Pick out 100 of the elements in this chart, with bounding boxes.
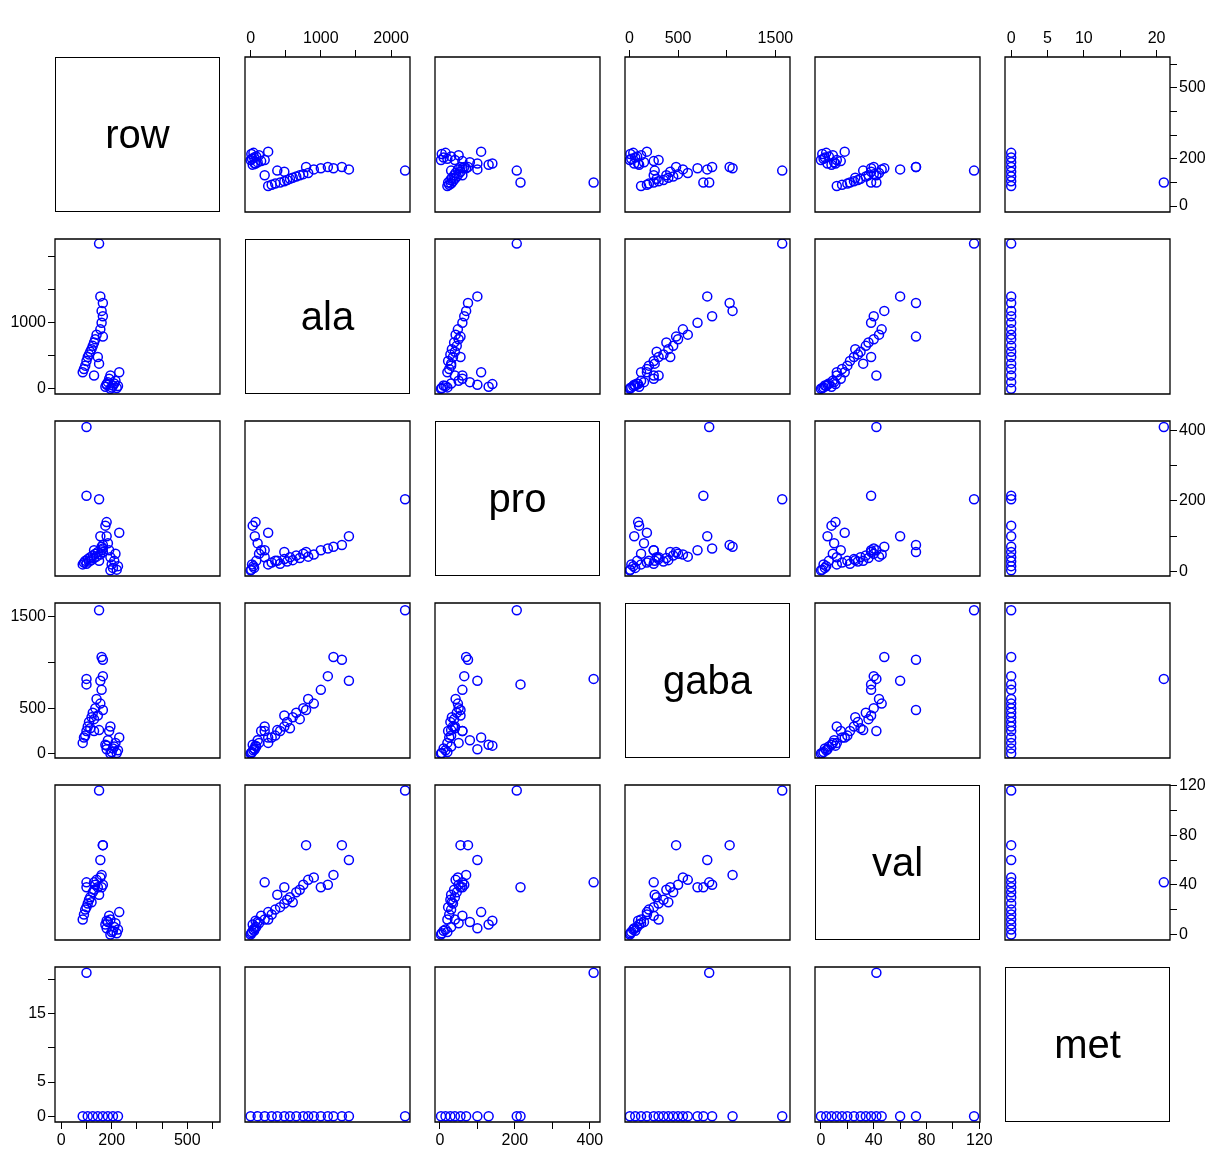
point — [1158, 177, 1170, 188]
point — [450, 329, 461, 340]
point — [1158, 877, 1170, 888]
point — [1005, 721, 1017, 732]
point — [588, 177, 599, 188]
point — [1005, 376, 1017, 388]
point — [702, 164, 713, 175]
point — [692, 545, 703, 556]
point — [105, 370, 116, 381]
point — [638, 157, 650, 168]
point — [835, 725, 846, 737]
text: gaba — [625, 603, 790, 758]
point — [706, 543, 718, 554]
y-tick-label: 40 — [1179, 875, 1197, 893]
point — [629, 530, 640, 542]
point — [1005, 334, 1017, 345]
point — [315, 684, 327, 696]
text: val — [815, 785, 980, 940]
point — [308, 872, 320, 883]
point — [279, 898, 290, 909]
point — [449, 891, 461, 903]
point — [255, 545, 267, 556]
point — [1005, 743, 1017, 754]
point — [658, 894, 669, 905]
point — [871, 177, 882, 188]
point — [894, 675, 906, 686]
point — [487, 915, 498, 927]
point — [97, 297, 109, 309]
point — [457, 373, 468, 385]
point — [483, 739, 494, 750]
point — [266, 732, 277, 743]
point — [672, 168, 684, 180]
point — [259, 721, 270, 732]
point — [487, 158, 498, 169]
point — [848, 351, 860, 363]
point — [249, 530, 261, 542]
point — [1005, 565, 1017, 576]
point — [633, 520, 645, 531]
point — [1005, 839, 1017, 851]
point — [462, 839, 474, 851]
point — [665, 166, 676, 178]
point — [682, 551, 694, 562]
point — [95, 324, 106, 335]
point — [298, 168, 309, 180]
point — [91, 693, 102, 705]
point — [279, 546, 290, 558]
y-tick-label: 0 — [37, 744, 47, 762]
point — [820, 147, 832, 159]
point — [487, 378, 498, 390]
point — [910, 297, 922, 309]
point — [259, 725, 270, 737]
point — [308, 164, 320, 175]
point — [440, 147, 451, 159]
point — [294, 170, 306, 181]
point — [287, 896, 298, 908]
point — [95, 530, 106, 542]
point — [835, 155, 846, 167]
point — [868, 702, 879, 714]
point — [472, 675, 483, 686]
point — [1005, 552, 1017, 563]
point — [1005, 490, 1017, 501]
point — [653, 154, 664, 166]
point — [95, 291, 106, 302]
point — [445, 889, 457, 900]
point — [110, 548, 121, 560]
point — [871, 370, 882, 381]
point — [865, 317, 877, 329]
point — [1005, 732, 1017, 743]
point — [860, 707, 872, 718]
point — [272, 889, 283, 900]
point — [262, 732, 274, 743]
point — [511, 605, 522, 616]
point — [262, 906, 274, 918]
point — [459, 670, 470, 682]
point — [1005, 363, 1017, 375]
point — [635, 149, 647, 161]
point — [93, 358, 105, 369]
point — [252, 537, 263, 549]
point — [776, 493, 788, 505]
point — [831, 552, 843, 563]
point — [836, 179, 848, 191]
point — [865, 679, 877, 690]
point — [101, 744, 112, 755]
point — [255, 725, 267, 737]
point — [97, 331, 109, 342]
point — [247, 520, 258, 531]
point — [1005, 882, 1017, 893]
point — [253, 548, 265, 560]
point — [262, 559, 274, 570]
point — [455, 839, 466, 851]
point — [281, 716, 293, 728]
point — [93, 239, 105, 249]
point — [658, 174, 669, 186]
point — [250, 555, 262, 567]
point — [826, 520, 837, 531]
text: row — [55, 57, 220, 212]
point — [632, 516, 644, 528]
point — [1005, 679, 1017, 690]
point — [835, 373, 846, 385]
point — [77, 914, 88, 925]
